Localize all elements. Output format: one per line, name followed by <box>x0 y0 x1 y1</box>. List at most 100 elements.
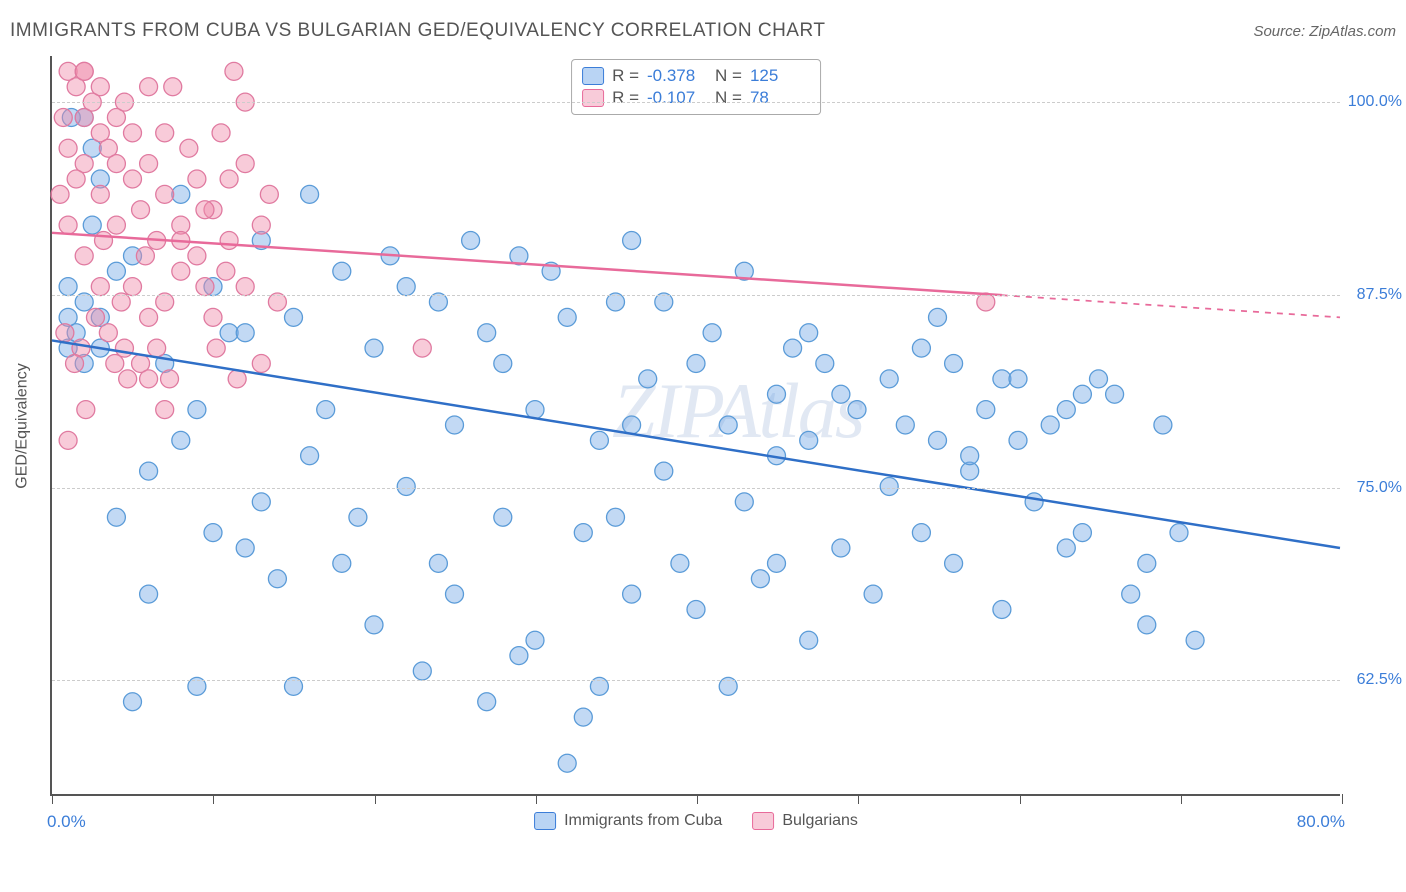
y-tick-label: 87.5% <box>1347 286 1402 304</box>
data-point <box>1138 554 1156 572</box>
data-point <box>768 554 786 572</box>
data-point <box>1154 416 1172 434</box>
data-point <box>397 278 415 296</box>
data-point <box>1186 631 1204 649</box>
x-tick <box>858 794 859 804</box>
data-point <box>188 170 206 188</box>
x-tick <box>213 794 214 804</box>
data-point <box>397 478 415 496</box>
data-point <box>268 570 286 588</box>
stats-row-cuba: R = -0.378 N = 125 <box>582 66 810 86</box>
trend-line-extrapolated <box>1002 295 1340 317</box>
data-point <box>54 109 72 127</box>
data-point <box>99 324 117 342</box>
data-point <box>86 308 104 326</box>
data-point <box>494 508 512 526</box>
data-point <box>91 78 109 96</box>
data-point <box>912 339 930 357</box>
data-point <box>172 431 190 449</box>
legend-item-cuba: Immigrants from Cuba <box>534 812 722 830</box>
data-point <box>115 339 133 357</box>
swatch-pink-icon <box>752 812 774 830</box>
data-point <box>607 508 625 526</box>
stats-legend: R = -0.378 N = 125 R = -0.107 N = 78 <box>571 59 821 115</box>
data-point <box>67 170 85 188</box>
data-point <box>204 524 222 542</box>
data-point <box>719 416 737 434</box>
x-tick <box>1020 794 1021 804</box>
data-point <box>124 170 142 188</box>
data-point <box>623 232 641 250</box>
bottom-legend: Immigrants from Cuba Bulgarians <box>534 812 858 830</box>
data-point <box>784 339 802 357</box>
data-point <box>1073 385 1091 403</box>
data-point <box>816 355 834 373</box>
data-point <box>800 631 818 649</box>
data-point <box>188 401 206 419</box>
chart-svg <box>52 56 1340 794</box>
data-point <box>1122 585 1140 603</box>
swatch-blue-icon <box>582 67 604 85</box>
data-point <box>687 355 705 373</box>
data-point <box>75 62 93 80</box>
data-point <box>107 508 125 526</box>
data-point <box>59 139 77 157</box>
data-point <box>687 601 705 619</box>
data-point <box>896 416 914 434</box>
data-point <box>929 308 947 326</box>
data-point <box>156 401 174 419</box>
data-point <box>95 232 113 250</box>
data-point <box>832 385 850 403</box>
data-point <box>91 185 109 203</box>
data-point <box>623 416 641 434</box>
data-point <box>132 201 150 219</box>
data-point <box>768 385 786 403</box>
source-label: Source: ZipAtlas.com <box>1253 23 1396 40</box>
data-point <box>252 216 270 234</box>
data-point <box>993 370 1011 388</box>
data-point <box>217 262 235 280</box>
data-point <box>207 339 225 357</box>
data-point <box>945 355 963 373</box>
data-point <box>977 401 995 419</box>
data-point <box>945 554 963 572</box>
data-point <box>1106 385 1124 403</box>
data-point <box>703 324 721 342</box>
data-point <box>136 247 154 265</box>
data-point <box>172 185 190 203</box>
data-point <box>220 170 238 188</box>
data-point <box>800 324 818 342</box>
data-point <box>446 416 464 434</box>
data-point <box>252 493 270 511</box>
data-point <box>196 278 214 296</box>
data-point <box>204 308 222 326</box>
data-point <box>671 554 689 572</box>
data-point <box>172 262 190 280</box>
data-point <box>301 185 319 203</box>
x-tick <box>697 794 698 804</box>
x-tick <box>52 794 53 804</box>
data-point <box>51 185 69 203</box>
data-point <box>188 247 206 265</box>
data-point <box>735 493 753 511</box>
data-point <box>751 570 769 588</box>
data-point <box>1009 370 1027 388</box>
data-point <box>148 339 166 357</box>
data-point <box>260 185 278 203</box>
data-point <box>59 216 77 234</box>
data-point <box>225 62 243 80</box>
data-point <box>590 431 608 449</box>
data-point <box>558 308 576 326</box>
y-axis-label: GED/Equivalency <box>8 56 38 796</box>
data-point <box>1170 524 1188 542</box>
data-point <box>317 401 335 419</box>
data-point <box>639 370 657 388</box>
data-point <box>365 339 383 357</box>
data-point <box>864 585 882 603</box>
gridline <box>52 295 1340 296</box>
data-point <box>124 278 142 296</box>
y-tick-label: 100.0% <box>1347 93 1402 111</box>
data-point <box>333 262 351 280</box>
data-point <box>301 447 319 465</box>
data-point <box>800 431 818 449</box>
